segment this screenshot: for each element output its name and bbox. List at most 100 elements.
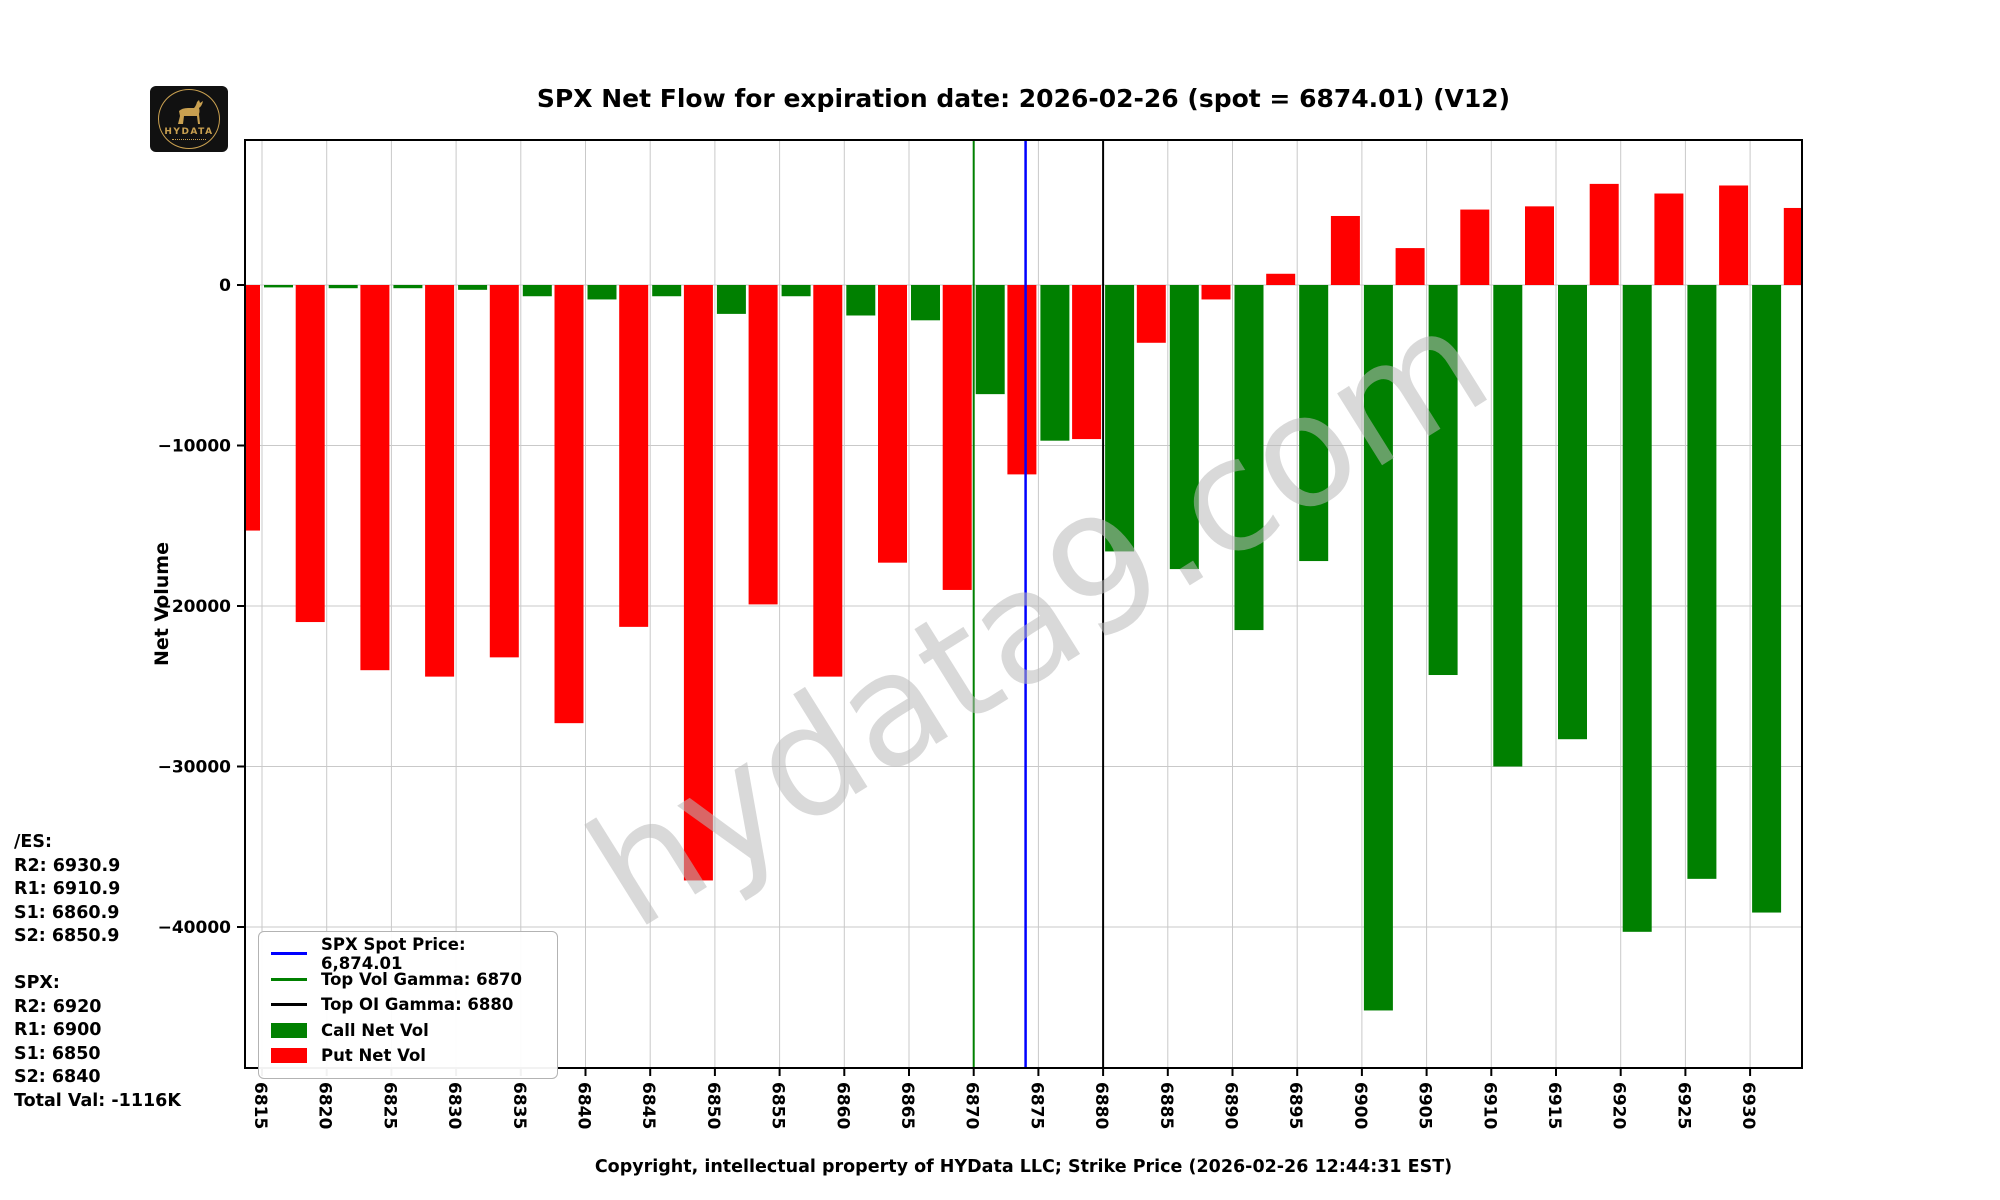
bar-call-6855	[781, 285, 811, 297]
level-line: SPX:	[14, 973, 60, 993]
bar-put-6925	[1654, 193, 1684, 285]
bar-put-6865	[878, 285, 907, 563]
bar-put-6915	[1525, 206, 1554, 285]
x-tick-label: 6855	[768, 1082, 788, 1129]
x-tick-label: 6885	[1156, 1082, 1176, 1129]
x-tick-label: 6915	[1544, 1082, 1564, 1129]
bar-put-6855	[748, 285, 778, 605]
bar-put-6900	[1330, 215, 1360, 285]
bar-call-6865	[911, 285, 940, 321]
legend-item: Put Net Vol	[271, 1043, 545, 1069]
bar-call-6895	[1299, 285, 1329, 562]
bar-call-6830	[458, 285, 488, 290]
y-tick-label: −20000	[158, 597, 232, 617]
y-tick-label: −40000	[158, 918, 232, 938]
legend-label: Top OI Gamma: 6880	[321, 995, 514, 1015]
bar-put-6920	[1589, 183, 1619, 285]
legend-item: Top Vol Gamma: 6870	[271, 967, 545, 993]
logo-ring	[158, 89, 220, 149]
y-tick-label: 0	[219, 276, 231, 296]
bar-put-6930	[1719, 185, 1749, 285]
bar-put-6895	[1266, 273, 1296, 285]
level-line: R1: 6910.9	[14, 879, 121, 899]
bar-call-6915	[1558, 285, 1587, 740]
level-line: R1: 6900	[14, 1020, 102, 1040]
level-line: S2: 6850.9	[14, 926, 120, 946]
bar-put-6880	[1072, 285, 1102, 440]
x-tick-label: 6835	[509, 1082, 529, 1129]
chart-legend: SPX Spot Price: 6,874.01 Top Vol Gamma: 6…	[258, 931, 558, 1079]
bar-call-6900	[1363, 285, 1393, 1011]
bar-call-6815	[264, 285, 293, 288]
x-tick-label: 6820	[315, 1082, 335, 1129]
bar-call-6910	[1493, 285, 1523, 767]
bar-put-6875	[1007, 285, 1037, 475]
x-axis-caption: Copyright, intellectual property of HYDa…	[595, 1157, 1452, 1177]
level-line: S1: 6860.9	[14, 902, 120, 923]
legend-item: Top OI Gamma: 6880	[271, 992, 545, 1018]
chart-title: SPX Net Flow for expiration date: 2026-0…	[536, 84, 1511, 113]
legend-label: Top Vol Gamma: 6870	[321, 969, 523, 989]
levels-panel: /ES: R2: 6930.9 R1: 6910.9 S1: 6860.9 S2: 68…	[14, 831, 181, 1113]
bar-put-6845	[619, 285, 649, 627]
bar-put-6905	[1395, 248, 1425, 285]
plot-border	[244, 139, 1803, 1069]
level-line: S1: 6850	[14, 1043, 101, 1064]
bar-call-6890	[1234, 285, 1264, 631]
x-tick-label: 6875	[1026, 1082, 1046, 1129]
x-tick-label: 6920	[1609, 1082, 1629, 1129]
hydata-logo: HYDATA	[150, 86, 228, 152]
bar-call-6925	[1687, 285, 1717, 879]
bar-call-6930	[1752, 285, 1782, 913]
x-tick-label: 6825	[379, 1082, 399, 1129]
bar-call-6860	[846, 285, 876, 316]
x-tick-label: 6845	[638, 1082, 658, 1129]
level-spacer	[14, 949, 181, 973]
bar-put-6850	[683, 285, 713, 881]
bar-put-6825	[360, 285, 390, 671]
x-tick-label: 6850	[703, 1082, 723, 1129]
y-tick-label: −10000	[158, 437, 232, 457]
level-line: R2: 6930.9	[14, 855, 121, 876]
bar-put-6835	[489, 285, 519, 658]
legend-label: Put Net Vol	[321, 1046, 426, 1066]
x-tick-label: 6860	[832, 1082, 852, 1129]
bar-put-6815	[245, 285, 260, 531]
legend-label: Call Net Vol	[321, 1020, 429, 1040]
x-tick-label: 6815	[250, 1082, 270, 1129]
bar-call-6845	[652, 285, 682, 297]
legend-patch-swatch	[271, 1022, 307, 1038]
bar-call-6870	[975, 285, 1005, 395]
legend-item: SPX Spot Price: 6,874.01	[271, 935, 545, 973]
x-tick-label: 6890	[1221, 1082, 1241, 1129]
legend-line-swatch	[271, 977, 307, 981]
level-line: Total Val: -1116K	[14, 1090, 181, 1111]
bar-put-6890	[1201, 285, 1231, 300]
bar-call-6875	[1040, 285, 1070, 441]
level-line: S2: 6840	[14, 1067, 101, 1087]
legend-item: Call Net Vol	[271, 1018, 545, 1044]
bar-put-6910	[1460, 209, 1490, 285]
bar-call-6885	[1169, 285, 1199, 570]
bar-call-6840	[587, 285, 617, 300]
bar-put-6885	[1136, 285, 1166, 343]
bar-put-6820	[295, 285, 325, 623]
bar-put-6870	[942, 285, 972, 590]
bar-call-6825	[393, 285, 423, 289]
x-tick-label: 6925	[1673, 1082, 1693, 1129]
bar-put-6830	[425, 285, 455, 677]
bar-put-6935-clipped	[1783, 207, 1802, 285]
legend-label: SPX Spot Price: 6,874.01	[321, 934, 466, 973]
x-tick-label: 6930	[1738, 1082, 1758, 1129]
legend-line-swatch	[271, 952, 307, 956]
legend-line-swatch	[271, 1003, 307, 1007]
legend-patch-swatch	[271, 1048, 307, 1064]
x-tick-label: 6880	[1091, 1082, 1111, 1129]
x-tick-label: 6900	[1350, 1082, 1370, 1129]
level-line: R2: 6920	[14, 996, 102, 1017]
x-tick-label: 6870	[962, 1082, 982, 1129]
bar-call-6880	[1105, 285, 1135, 552]
bar-call-6820	[328, 285, 358, 289]
